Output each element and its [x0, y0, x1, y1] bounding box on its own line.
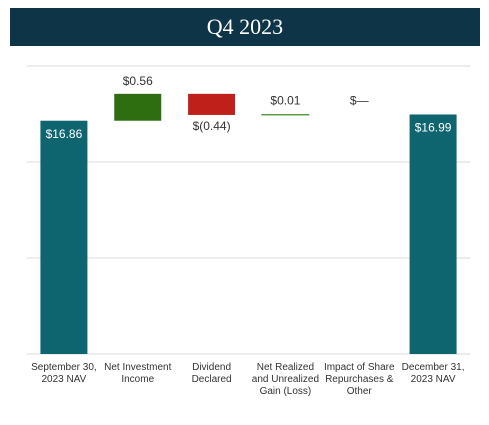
total-bar	[40, 120, 88, 354]
total-bar	[409, 114, 457, 354]
value-label: $—	[350, 94, 369, 108]
x-tick-label: December 31, 2023 NAV	[401, 362, 465, 385]
chart-title: Q4 2023	[10, 8, 480, 46]
value-label: $(0.44)	[193, 119, 231, 133]
x-tick-label: Impact of Share Repurchases & Other	[323, 362, 395, 397]
x-tick-label: September 30, 2023 NAV	[31, 362, 97, 385]
x-tick-label: Net Investment Income	[104, 362, 172, 385]
value-label: $16.99	[415, 121, 452, 135]
value-label: $0.56	[123, 74, 153, 88]
x-tick-label: Net Realized and Unrealized Gain (Loss)	[251, 362, 320, 397]
value-label: $0.01	[270, 94, 300, 108]
delta-bar	[188, 93, 236, 115]
value-label: $16.86	[46, 127, 83, 141]
x-tick-label: Dividend Declared	[191, 362, 232, 385]
delta-bar	[114, 93, 162, 121]
